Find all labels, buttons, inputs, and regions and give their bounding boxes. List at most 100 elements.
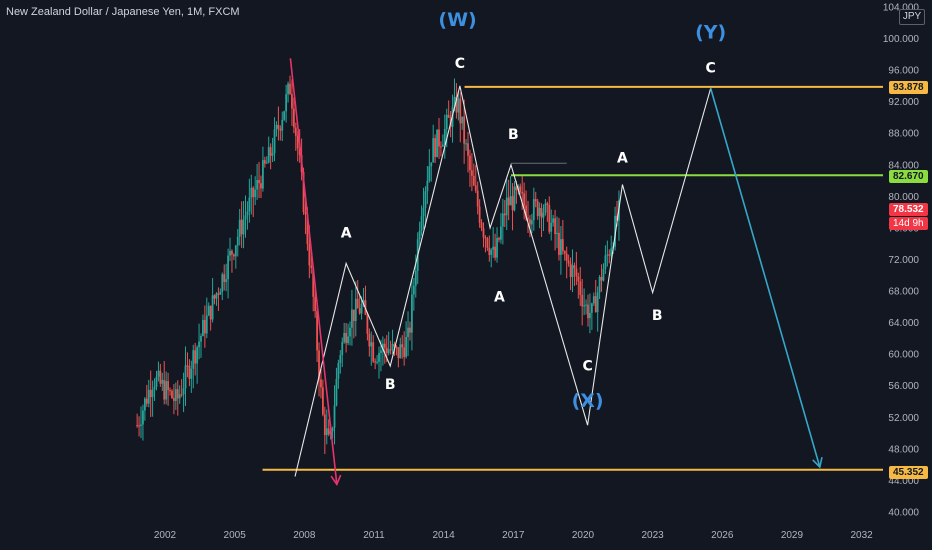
candle-body bbox=[494, 246, 497, 258]
candle-body bbox=[188, 365, 191, 379]
candle-body bbox=[256, 180, 259, 190]
candle-body bbox=[314, 296, 317, 311]
candle-body bbox=[490, 249, 493, 255]
candle-body bbox=[281, 119, 284, 131]
candle-body bbox=[407, 327, 409, 337]
candle-body bbox=[236, 236, 239, 246]
price-tag-bottom-level[interactable]: 45.352 bbox=[889, 466, 928, 479]
wave-label: (Y) bbox=[695, 22, 726, 44]
candle-body bbox=[143, 398, 146, 411]
candle-body bbox=[560, 239, 562, 255]
candle-body bbox=[501, 213, 504, 227]
candle-body bbox=[610, 248, 613, 256]
candle-body bbox=[165, 381, 168, 400]
candle-body bbox=[556, 232, 558, 234]
projection-arrow-line bbox=[709, 88, 821, 468]
candle-body bbox=[153, 386, 156, 390]
candle-body bbox=[341, 341, 344, 356]
candle-body bbox=[486, 238, 489, 248]
symbol-title[interactable]: New Zealand Dollar / Japanese Yen, 1M, F… bbox=[6, 6, 240, 18]
price-tag-countdown: 14d 9h bbox=[889, 217, 928, 230]
candle-body bbox=[455, 96, 458, 113]
x-tick-label: 2017 bbox=[502, 530, 525, 541]
price-tag-current[interactable]: 78.532 bbox=[889, 203, 928, 216]
candle-body bbox=[552, 218, 555, 223]
x-tick-label: 2011 bbox=[363, 530, 385, 541]
candle-body bbox=[600, 277, 603, 281]
candle-body bbox=[395, 346, 398, 348]
candle-body bbox=[441, 144, 444, 147]
candle-body bbox=[298, 148, 301, 156]
y-tick-label: 44.000 bbox=[888, 476, 919, 487]
candle-body bbox=[389, 349, 392, 351]
candle-body bbox=[513, 186, 516, 211]
candle-body bbox=[403, 347, 406, 357]
wave-drawings bbox=[289, 58, 823, 487]
wave-label: C bbox=[582, 359, 592, 375]
candle-body bbox=[173, 398, 175, 401]
candle-body bbox=[436, 129, 438, 157]
candle-body bbox=[546, 203, 549, 205]
candle-body bbox=[608, 254, 611, 256]
candle-body bbox=[571, 265, 574, 277]
x-tick-label: 2029 bbox=[781, 530, 804, 541]
candle-body bbox=[225, 279, 228, 282]
candle-body bbox=[151, 389, 154, 398]
candle-body bbox=[184, 365, 187, 389]
candle-body bbox=[476, 190, 479, 207]
candle-body bbox=[238, 219, 241, 237]
candle-body bbox=[339, 355, 342, 363]
candle-body bbox=[470, 170, 473, 176]
candle-body bbox=[463, 116, 466, 144]
candle-body bbox=[161, 380, 164, 384]
candle-body bbox=[262, 160, 264, 189]
candle-body bbox=[507, 197, 510, 206]
x-tick-label: 2008 bbox=[293, 530, 316, 541]
candle-body bbox=[548, 204, 551, 232]
candle-body bbox=[209, 305, 212, 320]
candle-body bbox=[523, 193, 526, 206]
y-tick-label: 84.000 bbox=[888, 160, 919, 171]
candle-body bbox=[360, 304, 363, 314]
candle-body bbox=[227, 255, 229, 280]
candle-body bbox=[347, 336, 349, 344]
candle-body bbox=[289, 83, 291, 95]
candle-body bbox=[474, 185, 477, 191]
candle-body bbox=[200, 336, 202, 342]
price-tag-mid-level[interactable]: 82.670 bbox=[889, 170, 928, 183]
candle-body bbox=[244, 215, 247, 220]
y-tick-label: 92.000 bbox=[888, 97, 919, 108]
candle-body bbox=[573, 265, 576, 269]
candle-body bbox=[171, 390, 173, 399]
candle-body bbox=[393, 343, 396, 347]
wave-label: A bbox=[494, 289, 505, 305]
candle-body bbox=[182, 388, 185, 395]
price-tag-top-level[interactable]: 93.878 bbox=[889, 81, 928, 94]
candle-body bbox=[351, 309, 353, 328]
candle-body bbox=[472, 175, 475, 186]
candle-body bbox=[163, 380, 166, 400]
y-tick-label: 68.000 bbox=[888, 287, 919, 298]
wave-label: C bbox=[706, 60, 716, 76]
candle-body bbox=[337, 362, 340, 379]
candle-body bbox=[203, 319, 206, 334]
candle-body bbox=[602, 268, 605, 281]
candle-body bbox=[196, 347, 199, 364]
candle-body bbox=[401, 344, 404, 348]
time-axis[interactable]: 2002 2005 2008 2011 2014 2017 2020 2023 2026 2029… bbox=[154, 530, 873, 541]
currency-unit-button[interactable]: JPY bbox=[899, 9, 925, 25]
candle-body bbox=[368, 333, 371, 347]
candle-body bbox=[461, 116, 464, 124]
candle-body bbox=[198, 341, 200, 348]
candle-body bbox=[323, 414, 326, 436]
candle-body bbox=[397, 347, 400, 359]
candle-body bbox=[327, 428, 330, 435]
candle-body bbox=[387, 349, 390, 354]
candle-body bbox=[536, 201, 539, 217]
candle-body bbox=[380, 350, 382, 353]
candle-body bbox=[333, 405, 336, 428]
crash-arrow-head bbox=[330, 474, 342, 487]
candle-body bbox=[598, 277, 601, 293]
